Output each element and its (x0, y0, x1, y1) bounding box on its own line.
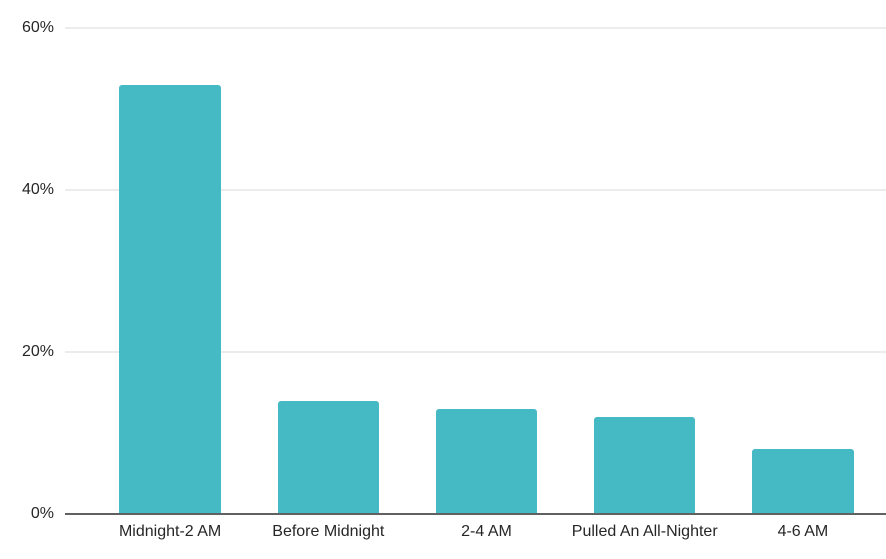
gridline (65, 189, 886, 191)
y-axis-label: 60% (21, 19, 54, 36)
x-axis-label: Midnight-2 AM (118, 523, 222, 540)
x-axis: Midnight-2 AM Before Midnight 2-4 AM Pulled… (91, 523, 882, 541)
bar (752, 449, 854, 514)
y-axis-label: 0% (30, 505, 54, 522)
x-axis-label: 2-4 AM (461, 523, 512, 540)
bar-group (249, 28, 407, 514)
x-axis-line (65, 513, 886, 515)
gridline (65, 27, 886, 29)
gridline (65, 351, 886, 353)
bar-group (91, 28, 249, 514)
x-axis-label: Before Midnight (272, 523, 385, 540)
bar (594, 416, 696, 514)
plot-area (65, 27, 886, 515)
bars-container (91, 28, 882, 514)
bar (277, 400, 379, 514)
bar-group (407, 28, 565, 514)
bar-group (566, 28, 724, 514)
x-axis-label: Pulled An All-Nighter (571, 523, 718, 540)
bar-group (724, 28, 882, 514)
x-axis-label: 4-6 AM (777, 523, 829, 540)
bar (119, 84, 221, 514)
y-axis-label: 20% (21, 342, 54, 360)
y-axis: 0% 20% 40% 60% (0, 19, 54, 522)
y-axis-label: 40% (21, 180, 54, 198)
bar (435, 408, 538, 514)
